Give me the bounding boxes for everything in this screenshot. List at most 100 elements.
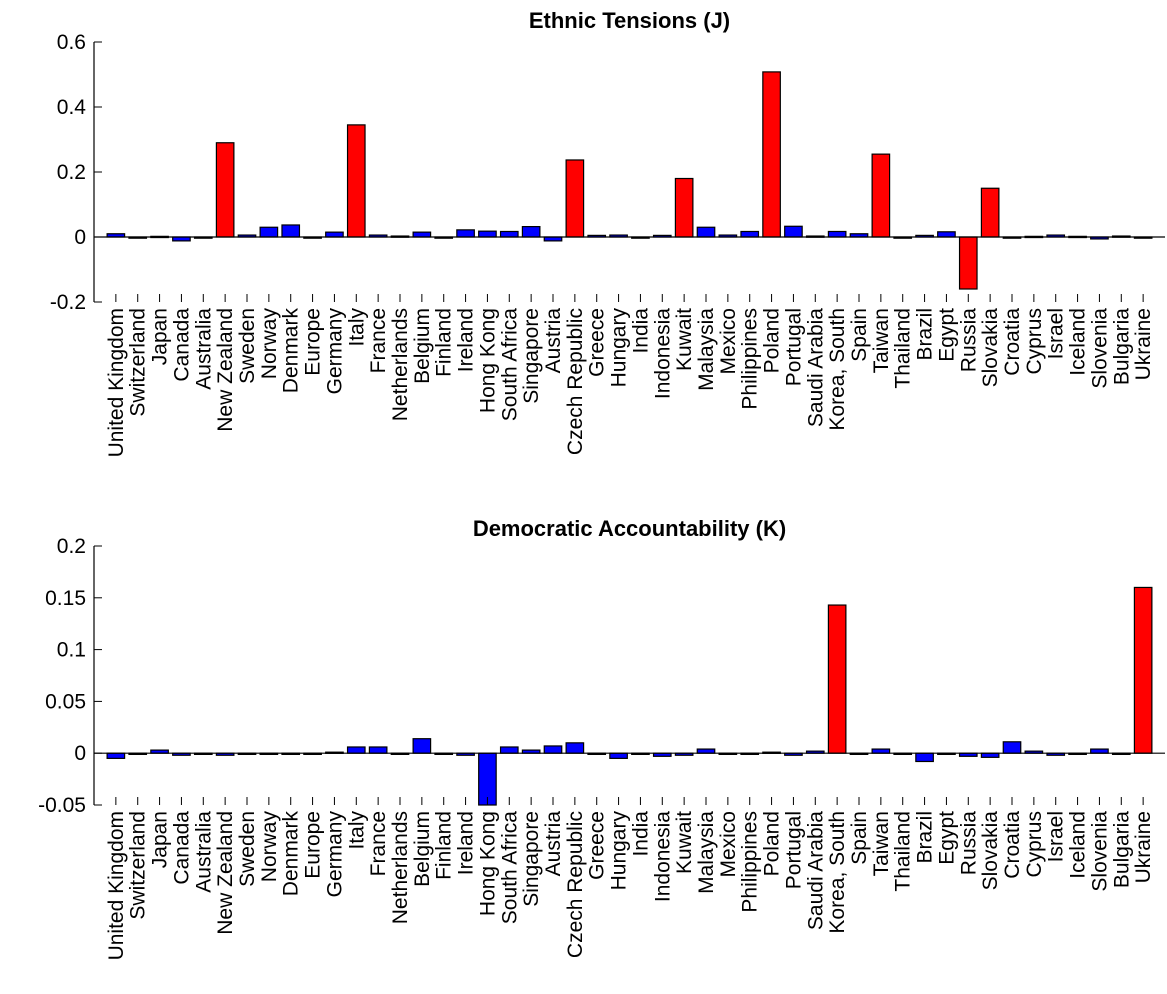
bar-new-zealand [215, 142, 235, 238]
x-tick-label: Ireland [455, 308, 478, 372]
bar-united-kingdom [106, 752, 126, 759]
x-tick-label: Greece [586, 811, 609, 880]
bar-slovenia [1090, 748, 1109, 754]
x-tick-label: France [367, 811, 390, 876]
x-tick-label: Belgium [411, 811, 434, 887]
bar-austria [543, 745, 563, 754]
x-tick-label: Bulgaria [1110, 308, 1133, 385]
x-tick-label: Japan [149, 308, 172, 365]
x-tick-label: United Kingdom [105, 308, 128, 457]
bar-slovakia [980, 187, 1000, 238]
x-tick-label: Bulgaria [1110, 811, 1133, 888]
x-tick-label: Hungary [608, 811, 631, 891]
x-tick-label: Iceland [1067, 811, 1090, 879]
bar-singapore [521, 226, 541, 238]
x-tick-label: Italy [345, 811, 368, 850]
x-tick-label: Saudi Arabia [804, 811, 827, 930]
x-tick-label: Philippines [739, 308, 762, 410]
x-tick-label: United Kingdom [105, 811, 128, 960]
x-tick-label: Russia [957, 308, 980, 373]
x-tick-label: Singapore [520, 308, 543, 404]
bar-portugal [784, 225, 803, 238]
x-tick-label: Malaysia [695, 308, 718, 391]
x-tick-label: Indonesia [651, 811, 674, 902]
chart-democratic-accountability: Democratic Accountability (K) -0.05 0 0.05 0… [38, 516, 1165, 960]
y-tick-label: -0.2 [50, 291, 86, 314]
chart-title: Democratic Accountability (K) [473, 516, 786, 541]
y-tick-label: 0.1 [57, 639, 86, 662]
x-tick-label: Denmark [280, 811, 303, 897]
x-tick-label: Mexico [717, 811, 740, 878]
x-tick-label: Croatia [1001, 811, 1024, 879]
x-tick-label: Spain [848, 308, 871, 362]
y-tick-label: 0.4 [57, 96, 87, 119]
x-tick-label: Cyprus [1023, 308, 1046, 375]
x-tick-label: Greece [586, 308, 609, 377]
x-tick-label: Ukraine [1132, 308, 1155, 380]
x-tick-label: Indonesia [651, 308, 674, 399]
x-tick-label: Netherlands [389, 308, 412, 421]
bar-germany [325, 231, 344, 238]
bar-czech-republic [565, 159, 585, 238]
x-tick-label: Finland [433, 308, 456, 377]
x-tick-label: Slovenia [1088, 811, 1111, 892]
x-tick-label: Philippines [739, 811, 762, 913]
bar-belgium [412, 738, 432, 754]
bar-korea-south [827, 230, 847, 238]
x-tick-label: Austria [542, 308, 565, 374]
x-tick-label: Norway [258, 308, 281, 380]
x-tick-label: Egypt [935, 308, 958, 362]
bar-slovakia [980, 752, 1000, 758]
x-tick-label: Canada [170, 308, 193, 382]
bar-ireland [456, 229, 475, 238]
bar-hungary [609, 752, 628, 759]
bar-kuwait [674, 177, 694, 238]
x-tick-label: India [629, 811, 652, 857]
x-tick-label: Germany [323, 811, 346, 898]
chart-title: Ethnic Tensions (J) [529, 8, 730, 33]
x-tick-label: Switzerland [127, 811, 150, 920]
x-tick-label: Slovakia [979, 308, 1002, 388]
x-tick-label: Mexico [717, 308, 740, 375]
x-tick-label: Denmark [280, 308, 303, 394]
x-tick-label: Cyprus [1023, 811, 1046, 878]
x-tick-label: Korea, South [826, 308, 849, 431]
bar-belgium [412, 231, 432, 238]
bar-egypt [937, 231, 956, 238]
x-tick-label: Europe [302, 811, 325, 879]
bar-italy [346, 746, 366, 754]
y-tick-label: 0.2 [57, 535, 86, 558]
x-tick-label: Ireland [455, 811, 478, 875]
bar-czech-republic [565, 742, 585, 754]
x-tick-label: Taiwan [870, 811, 893, 876]
bar-taiwan [871, 748, 891, 754]
x-tick-label: Czech Republic [564, 811, 587, 958]
x-tick-label: Belgium [411, 308, 434, 384]
bar-france [368, 746, 388, 754]
x-tick-label: France [367, 308, 390, 373]
bar-hong-kong [478, 230, 497, 238]
chart-ethnic-tensions: Ethnic Tensions (J) -0.2 0 0.2 0.4 0.6 United … [50, 8, 1165, 457]
x-tick-label: Israel [1045, 811, 1068, 862]
bar-taiwan [871, 153, 891, 238]
x-tick-label: India [629, 308, 652, 354]
x-tick-label: Israel [1045, 308, 1068, 359]
x-tick-label: Kuwait [673, 308, 696, 371]
x-tick-label: Austria [542, 811, 565, 877]
x-tick-label: Portugal [782, 308, 805, 386]
x-tick-label: New Zealand [214, 308, 237, 432]
x-tick-label: Poland [761, 308, 784, 373]
x-tick-label: Portugal [782, 811, 805, 889]
bar-denmark [281, 224, 301, 238]
x-tick-label: Germany [323, 308, 346, 395]
x-tick-label: Iceland [1067, 308, 1090, 376]
x-tick-label: Australia [192, 308, 215, 390]
bar-poland [762, 71, 781, 238]
x-tick-label: Europe [302, 308, 325, 376]
x-tick-label: Ukraine [1132, 811, 1155, 883]
bar-malaysia [696, 748, 716, 754]
x-tick-label: Canada [170, 811, 193, 885]
bar-south-africa [499, 230, 519, 238]
x-tick-label: Hong Kong [476, 811, 499, 916]
bar-malaysia [696, 226, 716, 238]
